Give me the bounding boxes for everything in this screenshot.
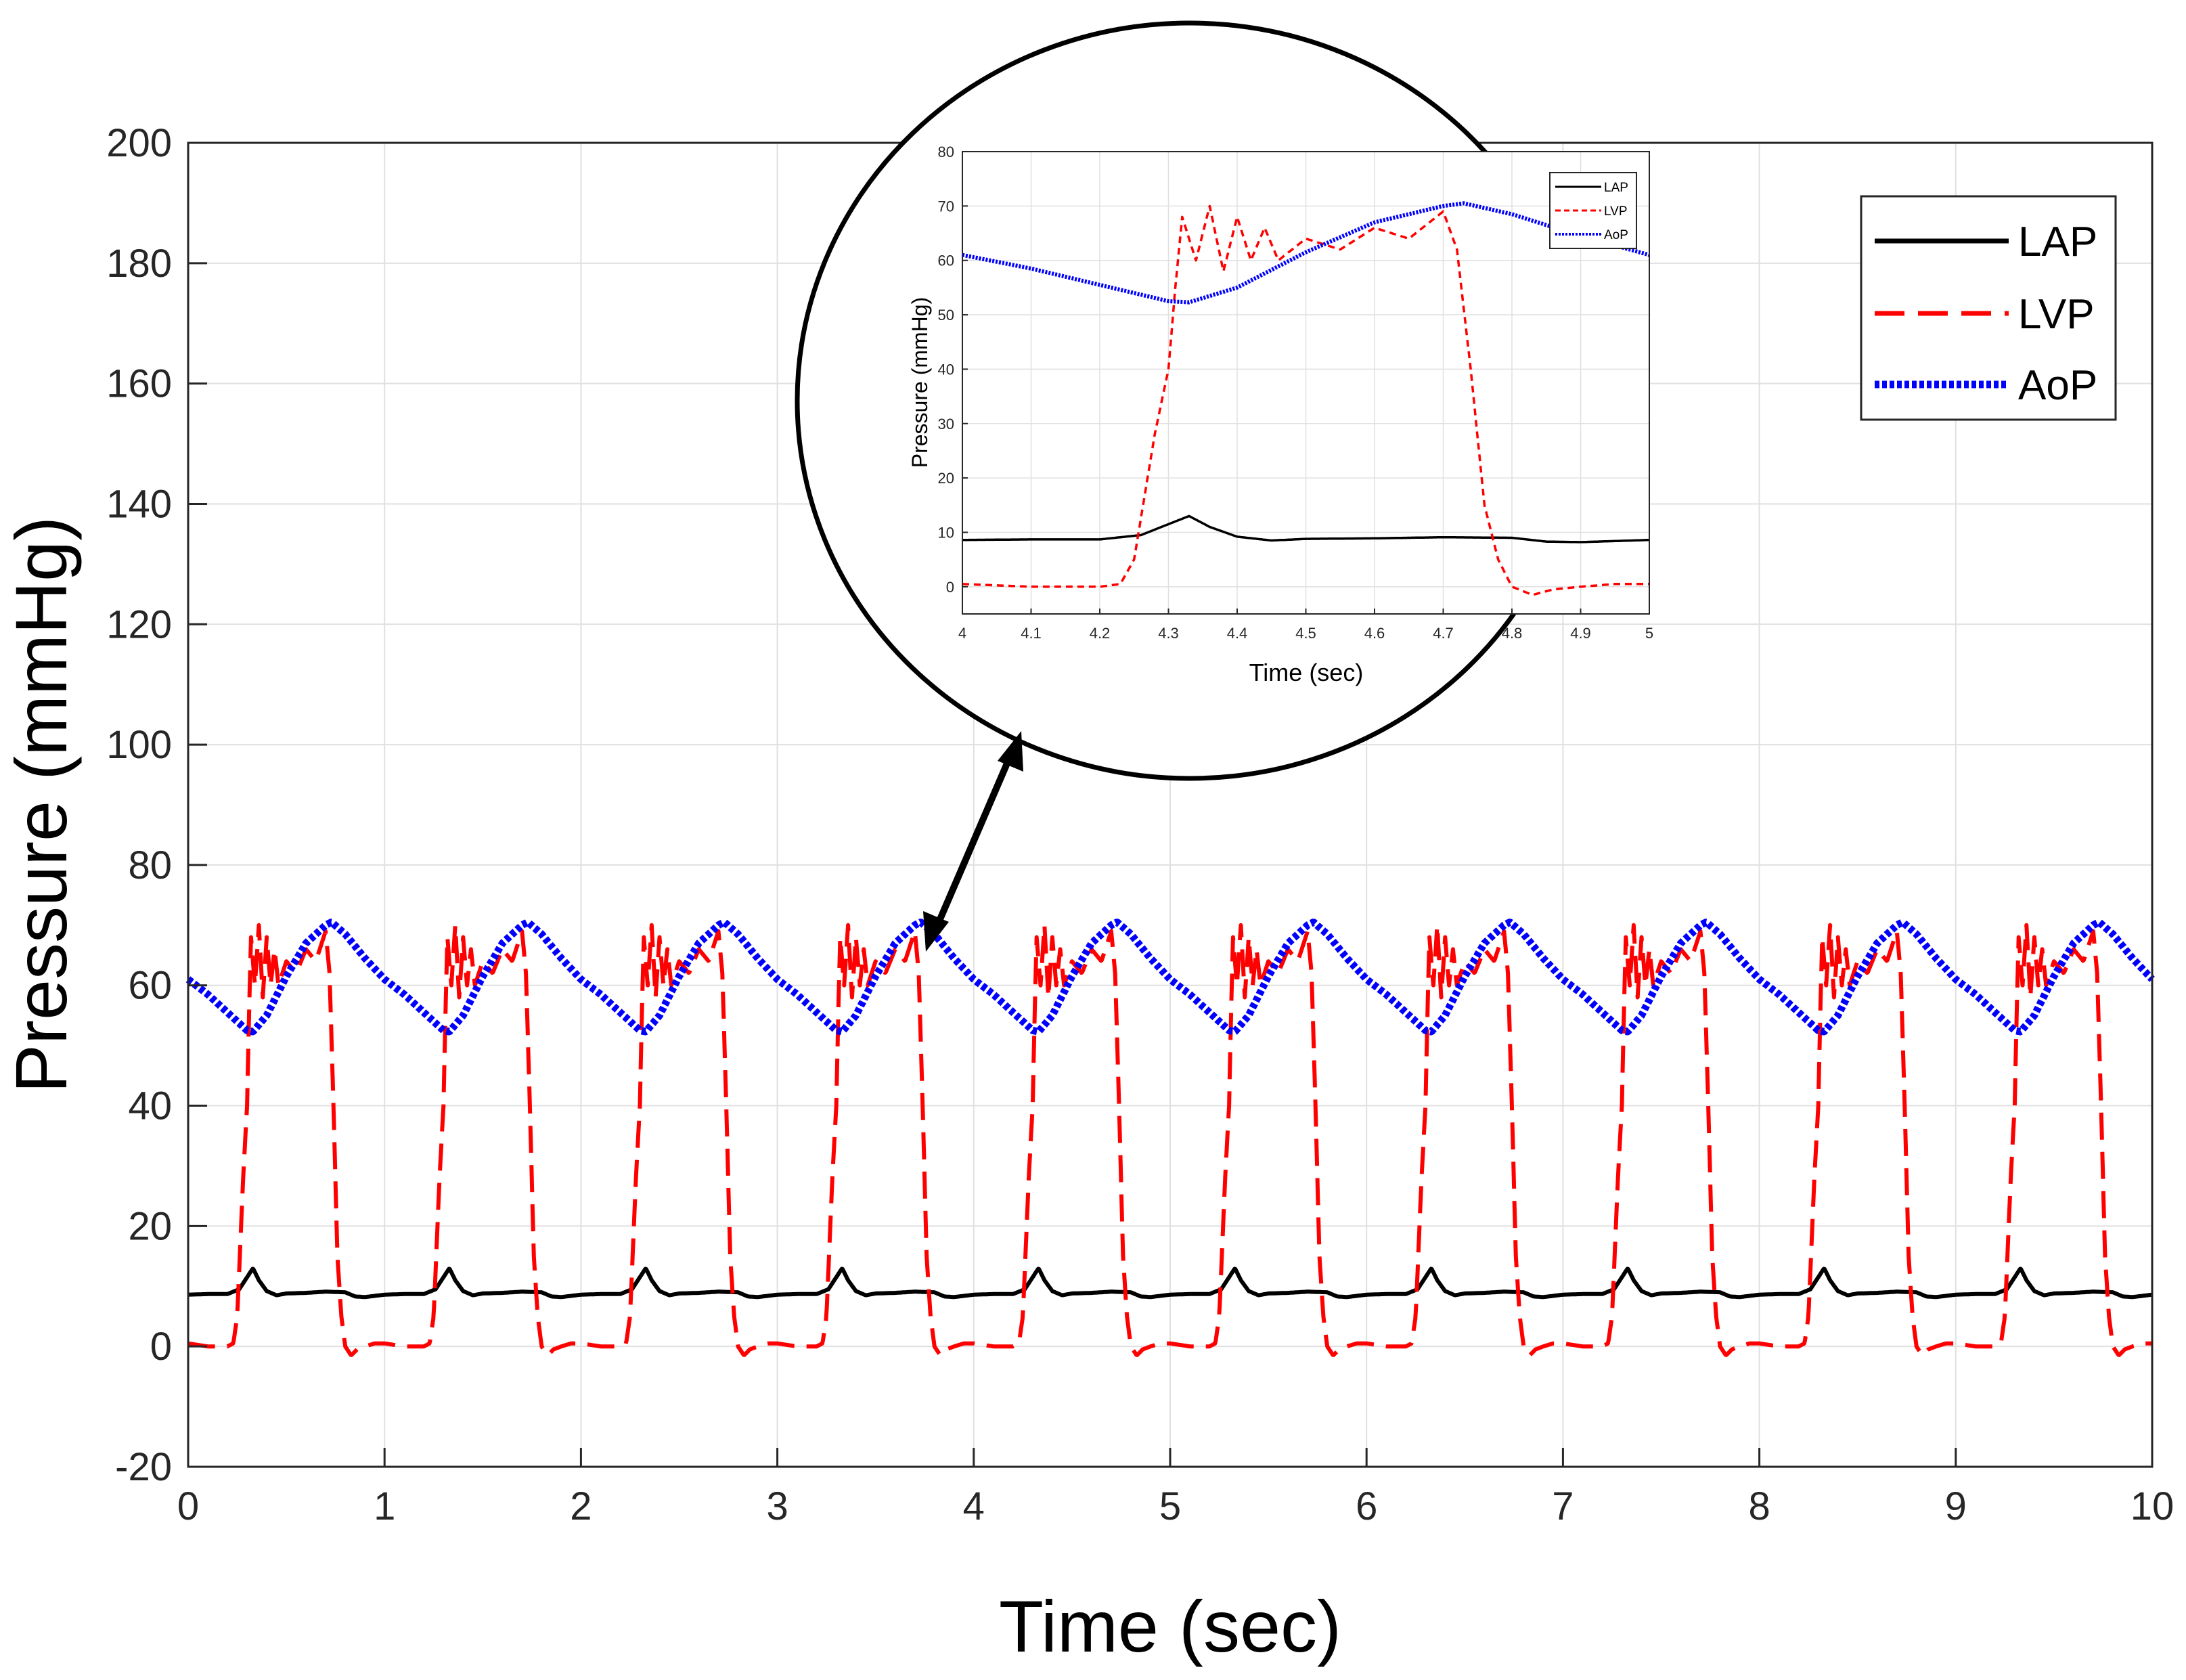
main-y-tick-label-11: 200 xyxy=(106,121,172,165)
main-x-tick-label-10: 10 xyxy=(2131,1484,2174,1528)
inset-x-tick-label-5: 4.5 xyxy=(1295,625,1316,642)
main-y-tick-label-3: 40 xyxy=(128,1084,172,1128)
inset-series-group xyxy=(962,201,1650,596)
inset-x-tick-label-2: 4.2 xyxy=(1090,625,1111,642)
main-y-tick-label-7: 120 xyxy=(106,602,172,646)
legend-lvp-label: LVP xyxy=(2018,291,2095,338)
inset-legend: LAP LVP AoP xyxy=(1549,172,1637,249)
main-x-tick-label-0: 0 xyxy=(177,1484,199,1528)
inset-series-line-lvp xyxy=(962,204,1649,596)
inset-y-tick-label-3: 30 xyxy=(938,416,954,433)
main-x-tick-label-2: 2 xyxy=(570,1484,592,1528)
main-legend: LAP LVP AoP xyxy=(1860,195,2117,421)
arrow-head-top xyxy=(998,731,1023,772)
main-series-line-lvp xyxy=(187,923,2154,1357)
inset-x-tick-label-4: 4.4 xyxy=(1227,625,1248,642)
inset-x-tick-label-3: 4.3 xyxy=(1158,625,1179,642)
legend-aop-label: AoP xyxy=(2018,362,2097,409)
main-y-tick-label-2: 20 xyxy=(128,1204,172,1248)
main-x-tick-label-8: 8 xyxy=(1748,1484,1770,1528)
inset-x-ticks: 4 4.1 4.2 4.3 4.4 4.5 4.6 4.7 4.8 4.9 5 xyxy=(958,609,1653,642)
inset-y-tick-label-5: 50 xyxy=(938,307,954,324)
inset-x-tick-label-8: 4.8 xyxy=(1502,625,1523,642)
main-x-axis-label: Time (sec) xyxy=(999,1585,1341,1667)
zoom-arrow xyxy=(923,731,1023,952)
inset-plot: 4 4.1 4.2 4.3 4.4 4.5 4.6 4.7 4.8 4.9 5 0 10 20 30 40 5… xyxy=(908,143,1653,686)
inset-x-tick-label-6: 4.6 xyxy=(1364,625,1385,642)
inset-x-tick-label-10: 5 xyxy=(1645,625,1653,642)
inset-legend-lap-label: LAP xyxy=(1604,181,1628,195)
inset-legend-lvp-label: LVP xyxy=(1604,204,1628,219)
main-x-tick-label-9: 9 xyxy=(1945,1484,1967,1528)
main-series-line-aop xyxy=(185,919,2156,1036)
main-x-tick-label-5: 5 xyxy=(1159,1484,1181,1528)
arrow-head-bottom xyxy=(923,911,949,952)
inset-legend-aop-label: AoP xyxy=(1604,228,1628,242)
main-y-tick-label-1: 0 xyxy=(150,1325,172,1369)
inset-x-axis-label: Time (sec) xyxy=(1249,659,1364,686)
inset-series-line-lap xyxy=(962,514,1650,544)
main-x-tick-label-1: 1 xyxy=(374,1484,395,1528)
main-series-group xyxy=(185,919,2156,1357)
inset-x-tick-label-1: 4.1 xyxy=(1021,625,1042,642)
inset-y-tick-label-4: 40 xyxy=(938,361,954,378)
inset-x-tick-label-0: 4 xyxy=(958,625,966,642)
inset-x-tick-label-7: 4.7 xyxy=(1433,625,1454,642)
legend-lap-label: LAP xyxy=(2018,219,2097,265)
main-x-ticks: 0 1 2 3 4 5 6 7 8 9 10 xyxy=(177,1448,2174,1528)
inset-y-tick-label-6: 60 xyxy=(938,252,954,269)
main-y-tick-label-5: 80 xyxy=(128,843,172,887)
main-y-tick-label-4: 60 xyxy=(128,964,172,1008)
main-x-tick-label-3: 3 xyxy=(766,1484,788,1528)
main-x-tick-label-6: 6 xyxy=(1356,1484,1377,1528)
main-y-tick-label-0: -20 xyxy=(115,1445,172,1489)
inset-y-axis-label: Pressure (mmHg) xyxy=(908,297,932,468)
main-y-ticks: -20 0 20 40 60 80 100 120 140 160 180 200 xyxy=(106,121,207,1489)
main-y-tick-label-8: 140 xyxy=(106,482,172,526)
inset-y-tick-label-7: 70 xyxy=(938,198,954,215)
main-y-tick-label-6: 100 xyxy=(106,723,172,767)
main-y-tick-label-9: 160 xyxy=(106,362,172,406)
inset-y-tick-label-2: 20 xyxy=(938,470,954,487)
main-series-line-lap xyxy=(187,1266,2154,1300)
main-y-axis-label: Pressure (mmHg) xyxy=(0,516,82,1093)
inset-y-tick-label-1: 10 xyxy=(938,524,954,541)
inset-y-tick-label-8: 80 xyxy=(938,143,954,160)
inset-x-tick-label-9: 4.9 xyxy=(1570,625,1591,642)
main-y-tick-label-10: 180 xyxy=(106,242,172,286)
main-x-tick-label-4: 4 xyxy=(963,1484,985,1528)
inset-series-line-aop xyxy=(962,201,1650,305)
inset-y-tick-label-0: 0 xyxy=(946,579,954,596)
inset-y-ticks: 0 10 20 30 40 50 60 70 80 xyxy=(938,143,968,596)
main-x-tick-label-7: 7 xyxy=(1552,1484,1574,1528)
